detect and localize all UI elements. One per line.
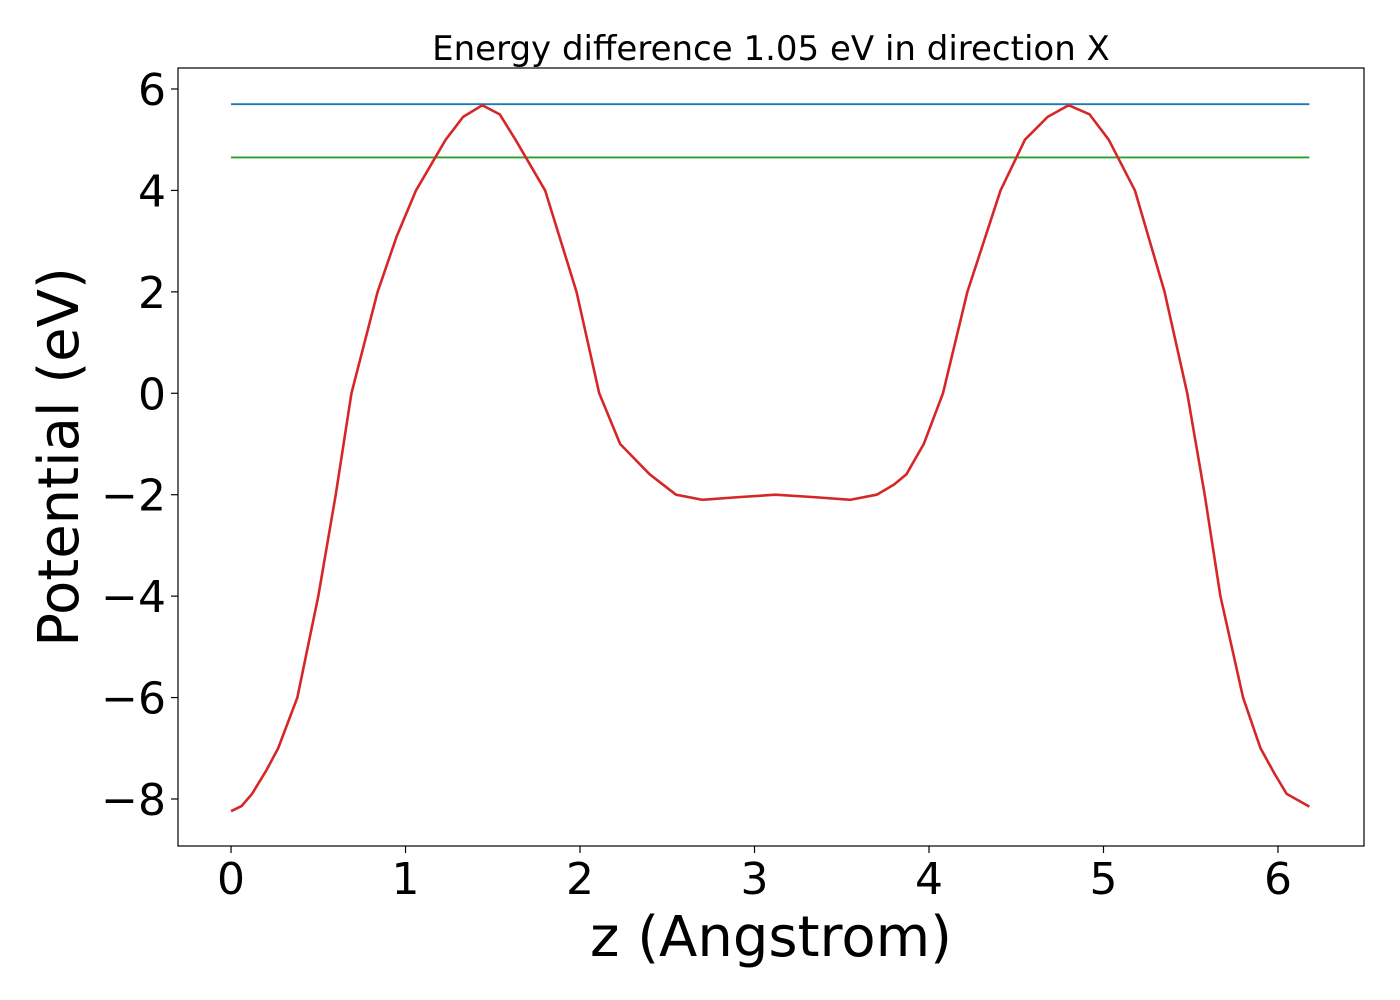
y-tick-label: 2 (138, 268, 166, 319)
plot-area (230, 103, 1311, 813)
y-tick-label: −2 (101, 471, 166, 522)
y-tick-label: −4 (101, 572, 166, 623)
x-tick-label: 4 (915, 854, 943, 905)
x-tick-label: 1 (392, 854, 420, 905)
x-axis-label: z (Angstrom) (590, 905, 952, 970)
chart-title: Energy difference 1.05 eV in direction X (432, 29, 1110, 69)
y-tick-label: −8 (101, 775, 166, 826)
x-tick-label: 5 (1089, 854, 1117, 905)
y-tick-label: −6 (101, 674, 166, 725)
x-tick-label: 6 (1264, 854, 1292, 905)
x-tick-label: 2 (566, 854, 594, 905)
data-line (230, 103, 1311, 813)
y-tick-label: 6 (138, 65, 166, 116)
y-tick-label: 4 (138, 166, 166, 217)
y-axis-label: Potential (eV) (27, 267, 92, 647)
x-tick-label: 0 (217, 854, 245, 905)
x-tick-label: 3 (741, 854, 769, 905)
plot-frame (177, 67, 1365, 847)
y-tick-label: 0 (138, 369, 166, 420)
